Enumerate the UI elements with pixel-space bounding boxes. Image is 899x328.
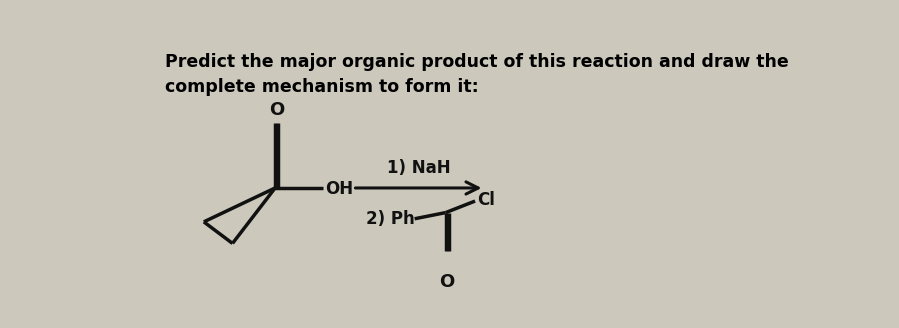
Text: 2) Ph: 2) Ph (366, 210, 414, 228)
Text: O: O (269, 101, 284, 119)
Text: O: O (440, 274, 455, 292)
Text: complete mechanism to form it:: complete mechanism to form it: (165, 78, 479, 96)
Text: Predict the major organic product of this reaction and draw the: Predict the major organic product of thi… (165, 53, 788, 71)
Text: 1) NaH: 1) NaH (387, 159, 450, 177)
Text: Cl: Cl (476, 191, 494, 209)
Text: OH: OH (325, 180, 352, 198)
